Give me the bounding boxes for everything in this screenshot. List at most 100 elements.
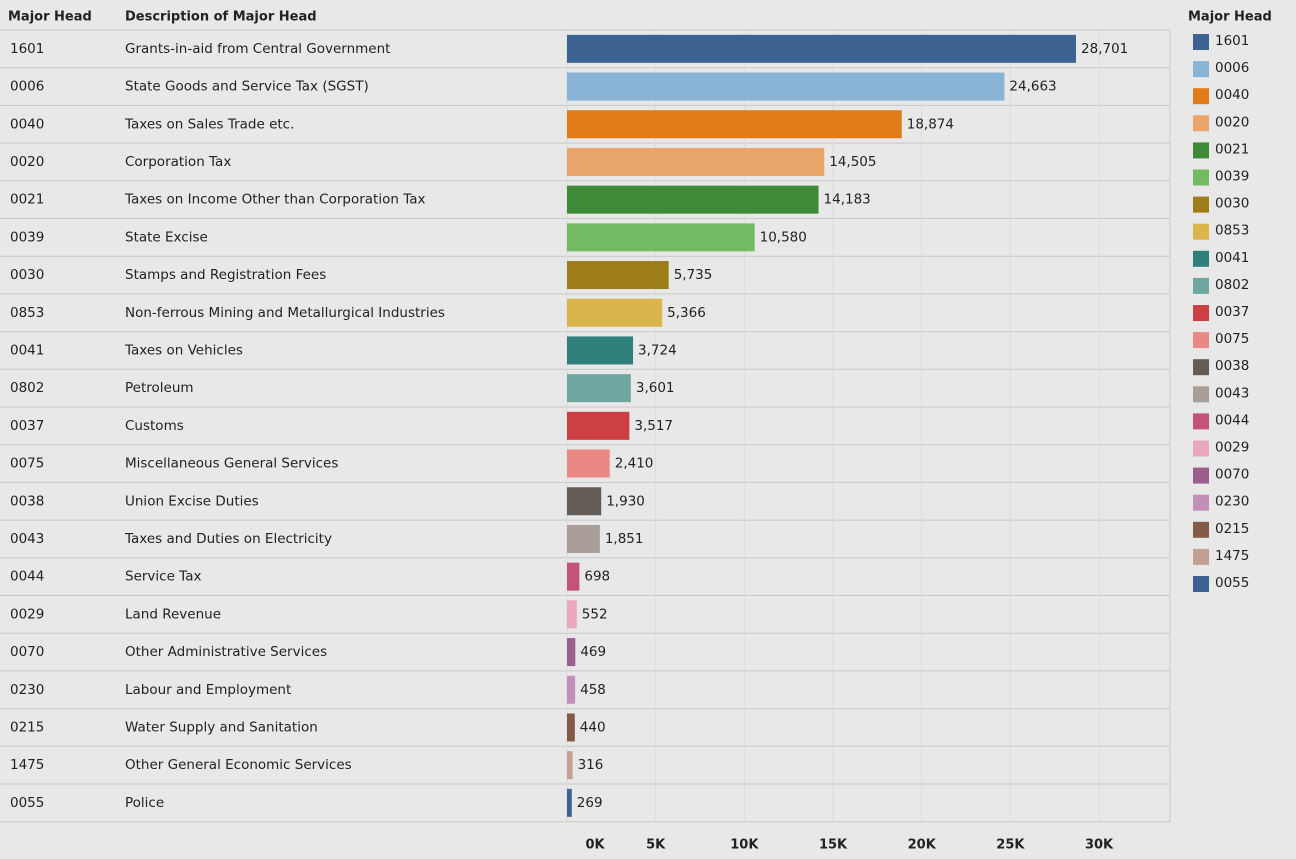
bar: [567, 223, 755, 252]
legend-label: 0039: [1215, 169, 1249, 185]
major-head: 0040: [10, 116, 44, 132]
legend-swatch: [1193, 250, 1209, 267]
x-tick-label: 20K: [908, 838, 937, 853]
column-header: Description of Major Head: [125, 10, 317, 25]
major-head: 1601: [10, 41, 44, 57]
value-label: 3,517: [634, 418, 673, 434]
legend-label: 0802: [1215, 277, 1249, 293]
description: Taxes on Vehicles: [124, 342, 243, 358]
value-label: 3,601: [636, 380, 675, 396]
major-head: 0020: [10, 154, 44, 170]
x-tick-label: 15K: [819, 838, 848, 853]
description: Petroleum: [125, 380, 194, 396]
value-label: 269: [577, 795, 603, 811]
legend-swatch: [1193, 305, 1209, 321]
description: Taxes and Duties on Electricity: [124, 531, 332, 547]
legend-swatch: [1193, 169, 1209, 186]
description: Union Excise Duties: [125, 493, 259, 509]
description: Taxes on Sales Trade etc.: [124, 116, 294, 132]
major-head: 0853: [10, 305, 44, 321]
legend-label: 0044: [1215, 412, 1249, 428]
major-head: 0038: [10, 493, 44, 509]
legend-swatch: [1193, 34, 1209, 50]
description: Corporation Tax: [125, 154, 231, 170]
legend-label: 0037: [1215, 304, 1249, 320]
major-head: 0070: [10, 644, 44, 660]
bar: [567, 336, 634, 365]
bar: [567, 562, 580, 591]
value-label: 24,663: [1009, 79, 1056, 95]
legend-swatch: [1193, 494, 1209, 511]
bar: [567, 72, 1005, 101]
bar: [567, 788, 572, 817]
description: Service Tax: [125, 569, 201, 585]
description: State Goods and Service Tax (SGST): [125, 79, 369, 95]
legend-label: 0029: [1215, 440, 1249, 456]
major-head: 0075: [10, 456, 44, 472]
description: Non-ferrous Mining and Metallurgical Ind…: [125, 305, 445, 321]
major-head: 0041: [10, 342, 44, 358]
legend-label: 0043: [1215, 385, 1249, 401]
value-label: 2,410: [615, 456, 654, 472]
major-head: 1475: [10, 757, 44, 773]
value-label: 28,701: [1081, 41, 1128, 57]
major-head: 0037: [10, 418, 44, 434]
value-label: 440: [580, 719, 606, 735]
legend-swatch: [1193, 277, 1209, 294]
legend-swatch: [1193, 576, 1209, 592]
bar: [567, 713, 575, 742]
major-head: 0230: [10, 682, 44, 698]
description: Taxes on Income Other than Corporation T…: [124, 192, 425, 208]
legend-swatch: [1193, 332, 1209, 349]
value-label: 469: [580, 644, 606, 660]
value-label: 18,874: [907, 116, 954, 132]
legend-label: 0041: [1215, 250, 1249, 266]
legend-label: 0230: [1215, 494, 1249, 510]
bar: [567, 261, 669, 290]
legend-swatch: [1193, 467, 1209, 484]
bar: [567, 185, 819, 214]
legend-label: 0020: [1215, 114, 1249, 130]
major-head: 0006: [10, 79, 44, 95]
description: Other General Economic Services: [125, 757, 352, 773]
bar: [567, 298, 663, 327]
legend-label: 0021: [1215, 141, 1249, 157]
major-head: 0055: [10, 795, 44, 811]
bar: [567, 147, 825, 176]
legend-swatch: [1193, 548, 1209, 565]
legend-label: 0040: [1215, 87, 1249, 103]
value-label: 5,735: [674, 267, 713, 283]
major-head: 0029: [10, 606, 44, 622]
legend-swatch: [1193, 521, 1209, 538]
legend-label: 1475: [1215, 548, 1249, 564]
major-head: 0039: [10, 229, 44, 245]
value-label: 316: [578, 757, 604, 773]
bar: [567, 524, 600, 553]
x-tick-label: 30K: [1085, 838, 1114, 853]
description: Miscellaneous General Services: [125, 456, 338, 472]
legend-title: Major Head: [1188, 10, 1272, 25]
legend-label: 0853: [1215, 223, 1249, 239]
bar: [567, 374, 631, 403]
legend-label: 0006: [1215, 60, 1249, 76]
legend-label: 0055: [1215, 575, 1249, 591]
bar: [567, 675, 576, 704]
legend-label: 0038: [1215, 358, 1249, 374]
description: Land Revenue: [125, 606, 221, 622]
bar: [567, 600, 577, 629]
legend-swatch: [1193, 196, 1209, 213]
major-head: 0802: [10, 380, 44, 396]
value-label: 10,580: [760, 229, 807, 245]
legend-swatch: [1193, 223, 1209, 240]
legend-swatch: [1193, 359, 1209, 376]
value-label: 3,724: [638, 342, 677, 358]
x-tick-label: 5K: [646, 838, 666, 853]
legend-label: 0030: [1215, 196, 1249, 212]
bar: [567, 487, 602, 516]
value-label: 1,930: [606, 493, 645, 509]
value-label: 552: [582, 606, 608, 622]
description: Stamps and Registration Fees: [125, 267, 326, 283]
x-tick-label: 10K: [730, 838, 759, 853]
x-tick-label: 25K: [996, 838, 1025, 853]
